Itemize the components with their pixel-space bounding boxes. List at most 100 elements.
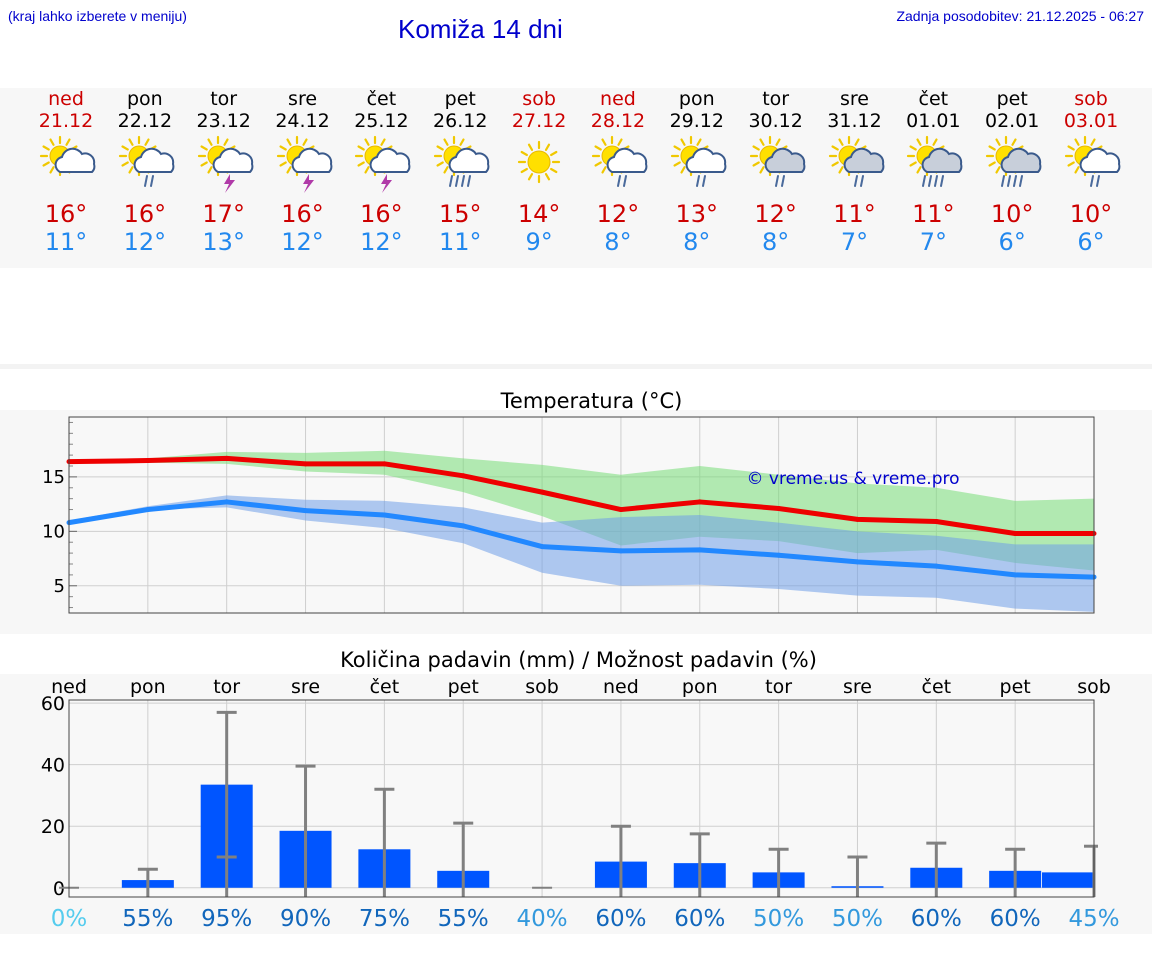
day-column: ned 28.12 12° 8° [578,88,658,256]
min-temperature: 12° [281,228,324,256]
divider [0,364,1152,369]
sun-grey-cloud-heavy-rain-icon [986,135,1042,187]
y-tick-label: 0 [53,878,65,900]
day-column: ned 21.12 16° 11° [26,88,106,256]
precip-probability: 45% [1068,906,1119,932]
max-point [854,516,860,522]
day-name: ned [48,88,84,110]
day-date: 22.12 [117,110,173,132]
max-temperature: 14° [517,200,561,228]
plot-frame [68,416,1095,614]
day-date: 27.12 [511,110,567,132]
min-temperature: 8° [762,228,790,256]
max-point [776,505,782,511]
sun-cloud-rain-icon [118,135,175,187]
sun-cloud-heavy-rain-icon [434,135,490,187]
precip-probability: 40% [517,906,568,932]
last-update: Zadnja posodobitev: 21.12.2025 - 06:27 [896,8,1144,24]
day-column: pon 22.12 16° 12° [105,88,185,256]
max-temperature: 12° [596,200,640,228]
day-column: sob 03.01 10° 6° [1051,88,1131,256]
sun-cloud-storm-icon [276,135,332,193]
sun-cloud-rain-icon [1064,135,1121,187]
precip-probability: 50% [832,906,883,932]
x-category-label: ned [51,676,87,698]
precip-probability: 0% [51,906,88,932]
min-point [381,512,387,518]
day-column: pon 29.12 13° 8° [657,88,737,256]
min-point [854,559,860,565]
max-temperature: 16° [44,200,88,228]
min-point [1012,572,1018,578]
max-point [145,458,151,464]
day-name: sob [522,88,556,110]
day-name: ned [600,88,636,110]
y-tick-label: 40 [41,755,65,777]
min-temperature: 6° [998,228,1026,256]
x-category-label: sob [525,676,559,698]
day-name: tor [210,88,238,110]
day-date: 21.12 [38,110,94,132]
precip-probability: 60% [911,906,962,932]
sun-cloud-rain-icon [670,135,727,187]
x-category-label: ned [603,676,639,698]
min-point [697,547,703,553]
x-category-label: čet [370,676,400,698]
max-point [697,499,703,505]
min-range-band [69,495,1094,612]
sun-grey-cloud-rain-icon [749,135,805,187]
day-date: 26.12 [433,110,488,132]
max-point [303,461,309,467]
y-tick-label: 10 [42,521,65,542]
x-category-label: pon [130,676,166,698]
x-category-label: pon [682,676,718,698]
min-point [776,552,782,558]
max-temperature: 11° [833,200,876,228]
location-hint: (kraj lahko izberete v meniju) [8,8,187,24]
day-column: čet 01.01 11° 7° [893,88,973,256]
day-column: tor 30.12 12° 8° [736,88,816,256]
min-point [303,508,309,514]
x-category-label: sre [291,676,320,698]
sun-grey-cloud-heavy-rain-icon [907,135,963,187]
day-date: 29.12 [669,110,724,132]
max-point [381,461,387,467]
min-point [539,544,545,550]
sun-grey-cloud-rain-icon [828,135,884,187]
day-name: sob [1074,88,1108,110]
day-name: pon [126,88,163,110]
min-temperature: 12° [123,228,167,256]
min-temperature: 12° [360,228,403,256]
day-column: tor 23.12 17° 13° [184,88,264,256]
day-column: pet 02.01 10° 6° [972,88,1052,256]
day-date: 24.12 [275,110,330,132]
day-column: čet 25.12 16° 12° [341,88,421,256]
sun-cloud-storm-icon [355,135,411,193]
min-point [224,499,230,505]
sun-cloud-rain-icon [591,135,648,187]
max-temperature: 11° [912,200,955,228]
precip-probability: 90% [280,906,331,932]
day-name: sre [840,88,869,110]
day-date: 25.12 [354,110,409,132]
max-point [1012,531,1018,537]
max-point [933,519,939,525]
day-name: sre [288,88,318,110]
day-name: pet [996,88,1028,110]
x-category-label: tor [213,676,240,698]
min-temperature: 8° [683,228,711,256]
sun-icon [517,140,561,184]
max-temperature: 16° [281,200,324,228]
min-point [460,523,466,529]
min-temperature: 8° [604,228,632,256]
max-point [460,473,466,479]
max-temperature: 16° [360,200,403,228]
day-name: tor [762,88,790,110]
day-column: sre 31.12 11° 7° [815,88,895,256]
min-temperature-line [68,499,1095,580]
max-temperature: 10° [1069,200,1113,228]
watermark: © vreme.us & vreme.pro [746,469,959,489]
min-point [933,563,939,569]
precip-bar [1042,872,1094,888]
y-tick-label: 20 [41,816,65,838]
